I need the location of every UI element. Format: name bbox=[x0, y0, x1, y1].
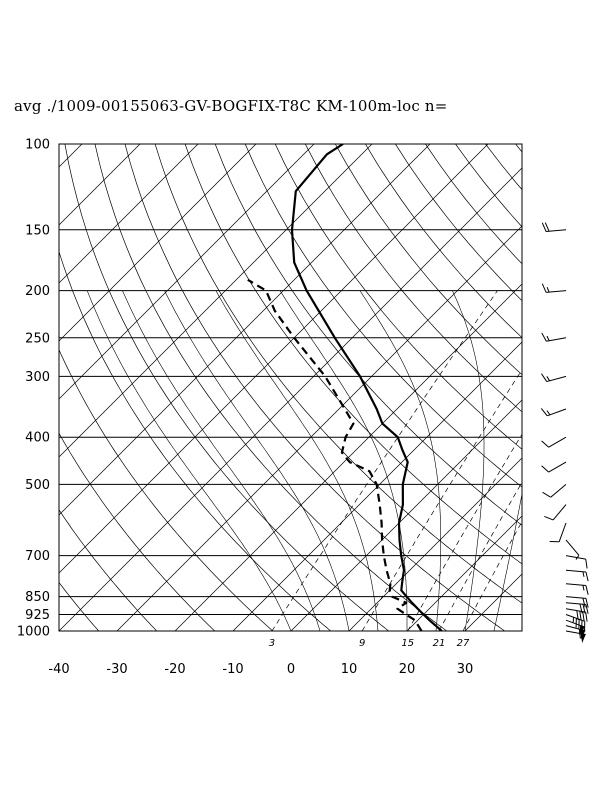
pressure-tick-label: 1000 bbox=[17, 625, 50, 640]
moist-adiabat bbox=[493, 492, 522, 631]
profiles bbox=[247, 144, 443, 631]
isotherm bbox=[290, 399, 522, 631]
temperature-tick-label: -30 bbox=[106, 662, 127, 677]
dry-adiabat bbox=[59, 509, 157, 631]
dry-adiabat bbox=[154, 144, 522, 604]
wind-barb bbox=[565, 602, 589, 614]
isotherm bbox=[59, 167, 522, 631]
plot-frame bbox=[58, 143, 523, 632]
wind-barb bbox=[565, 569, 589, 582]
mixing-ratio-line bbox=[361, 369, 522, 631]
moist-adiabat bbox=[122, 290, 321, 631]
wind-barb bbox=[565, 608, 588, 622]
dry-adiabat bbox=[94, 144, 447, 631]
pressure-tick-label: 250 bbox=[25, 331, 50, 346]
isotherm bbox=[523, 144, 612, 631]
temperature-tick-label: -10 bbox=[222, 662, 243, 677]
wind-barb bbox=[541, 461, 567, 473]
wind-barb bbox=[544, 504, 567, 521]
pressure-tick-label: 100 bbox=[25, 138, 50, 153]
isotherm bbox=[59, 144, 373, 458]
isotherm bbox=[59, 144, 199, 284]
wind-barb bbox=[565, 583, 589, 595]
temperature-tick-label: 30 bbox=[457, 662, 474, 677]
mixing-ratio-label: 27 bbox=[457, 638, 470, 649]
temperature-tick-label: 20 bbox=[399, 662, 416, 677]
isotherm bbox=[59, 144, 315, 400]
isotherm bbox=[116, 225, 522, 631]
dry-adiabat bbox=[274, 144, 522, 450]
isotherm bbox=[348, 457, 522, 631]
mixing-ratio-line bbox=[407, 433, 522, 631]
pressure-tick-label: 700 bbox=[25, 549, 50, 564]
moist-adiabat bbox=[452, 290, 485, 631]
dewpoint-profile bbox=[247, 278, 423, 631]
mixing-ratio-line bbox=[462, 520, 522, 631]
pressure-tick-label: 300 bbox=[25, 370, 50, 385]
pressure-tick-label: 400 bbox=[25, 431, 50, 446]
isotherm bbox=[174, 283, 522, 631]
dry-adiabat bbox=[304, 144, 522, 413]
mixing-ratio-label: 3 bbox=[269, 638, 275, 649]
chart-title: avg ./1009-00155063-GV-BOGFIX-T8C KM-100… bbox=[14, 97, 448, 115]
pressure-tick-label: 150 bbox=[25, 223, 50, 238]
background-reference-lines bbox=[0, 144, 612, 631]
pressure-tick-label: 925 bbox=[25, 608, 50, 623]
isotherm bbox=[59, 144, 431, 516]
dry-adiabat bbox=[515, 144, 522, 153]
wind-barb bbox=[540, 408, 567, 417]
mixing-ratio-label: 9 bbox=[359, 638, 365, 649]
wind-barb bbox=[541, 436, 567, 448]
isotherm bbox=[59, 144, 257, 342]
isotherm bbox=[232, 341, 522, 631]
temperature-tick-label: -40 bbox=[48, 662, 69, 677]
dry-adiabat bbox=[606, 144, 612, 631]
wind-barb bbox=[541, 222, 567, 233]
dry-adiabat bbox=[244, 144, 522, 488]
pressure-tick-label: 200 bbox=[25, 284, 50, 299]
dry-adiabat bbox=[184, 144, 522, 565]
mixing-ratio-label: 21 bbox=[433, 638, 446, 649]
dry-adiabat bbox=[334, 144, 522, 376]
moist-adiabat bbox=[215, 290, 379, 631]
wind-barb bbox=[541, 373, 567, 383]
wind-barb bbox=[565, 614, 586, 631]
wind-barb bbox=[565, 539, 580, 560]
mixing-ratio-label: 15 bbox=[401, 638, 414, 649]
temperature-tick-label: -20 bbox=[164, 662, 185, 677]
isotherm bbox=[0, 144, 24, 631]
temperature-tick-label: 0 bbox=[287, 662, 295, 677]
temperature-profile bbox=[290, 144, 443, 631]
isotherm bbox=[464, 573, 522, 631]
wind-barb bbox=[542, 484, 567, 498]
dry-adiabat bbox=[64, 144, 389, 631]
isotherm bbox=[406, 515, 522, 631]
wind-barb bbox=[549, 522, 567, 543]
mixing-ratio-line bbox=[271, 290, 498, 631]
wind-barbs bbox=[540, 222, 589, 643]
pressure-tick-label: 500 bbox=[25, 478, 50, 493]
wind-barb bbox=[565, 555, 588, 569]
wind-barb bbox=[541, 332, 567, 342]
moist-adiabat bbox=[359, 290, 442, 631]
isotherm bbox=[581, 144, 612, 631]
wind-barb bbox=[541, 283, 567, 293]
moist-adiabat bbox=[164, 290, 350, 631]
moist-adiabat bbox=[279, 290, 408, 631]
pressure-tick-label: 850 bbox=[25, 590, 50, 605]
wind-barb bbox=[565, 596, 589, 608]
dry-adiabat bbox=[485, 144, 522, 191]
moist-adiabat bbox=[86, 290, 292, 631]
temperature-tick-label: 10 bbox=[341, 662, 358, 677]
